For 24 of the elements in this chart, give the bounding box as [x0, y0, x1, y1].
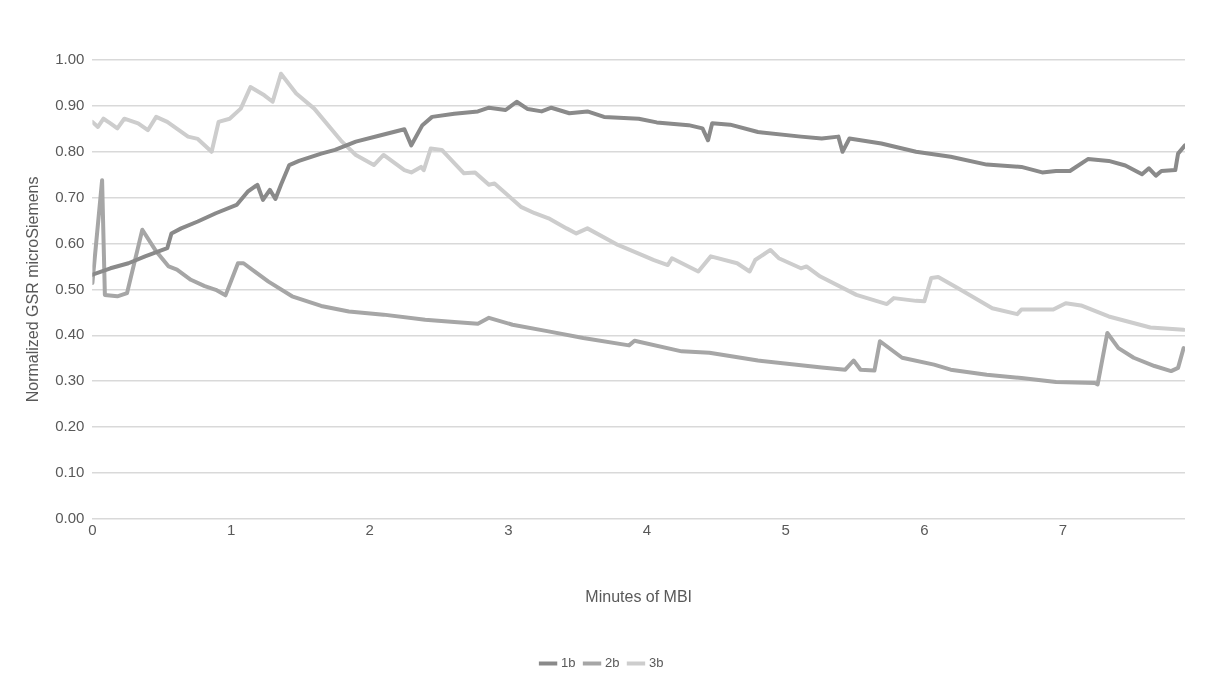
y-tick-label: 0.70 — [55, 187, 85, 205]
y-tick-label: 0.50 — [55, 279, 85, 297]
x-tick-label: 7 — [1058, 520, 1068, 538]
y-tick-label: 0.20 — [55, 417, 85, 435]
y-tick-label: 0.30 — [55, 371, 85, 389]
legend-label: 2b — [605, 655, 620, 671]
x-tick-label: 5 — [781, 520, 790, 538]
y-tick-label: 0.80 — [55, 141, 85, 159]
legend-label: 1b — [561, 655, 576, 671]
y-tick-label: 0.60 — [55, 233, 85, 251]
x-tick-label: 3 — [504, 520, 513, 538]
y-tick-label: 0.40 — [55, 325, 85, 343]
y-tick-label: 1.00 — [55, 50, 85, 68]
x-tick-label: 6 — [920, 520, 929, 538]
y-tick-label: 0.90 — [55, 96, 85, 114]
x-tick-label: 0 — [88, 520, 97, 538]
legend-label: 3b — [648, 655, 664, 671]
x-axis-title: Minutes of MBI — [585, 587, 693, 605]
y-axis-title: Normalized GSR microSiemens — [24, 176, 42, 403]
x-tick-label: 4 — [642, 520, 652, 538]
x-tick-label: 2 — [365, 520, 374, 538]
y-tick-label: 0.00 — [55, 508, 85, 526]
x-tick-label: 1 — [226, 520, 236, 538]
y-tick-label: 0.10 — [55, 463, 85, 481]
